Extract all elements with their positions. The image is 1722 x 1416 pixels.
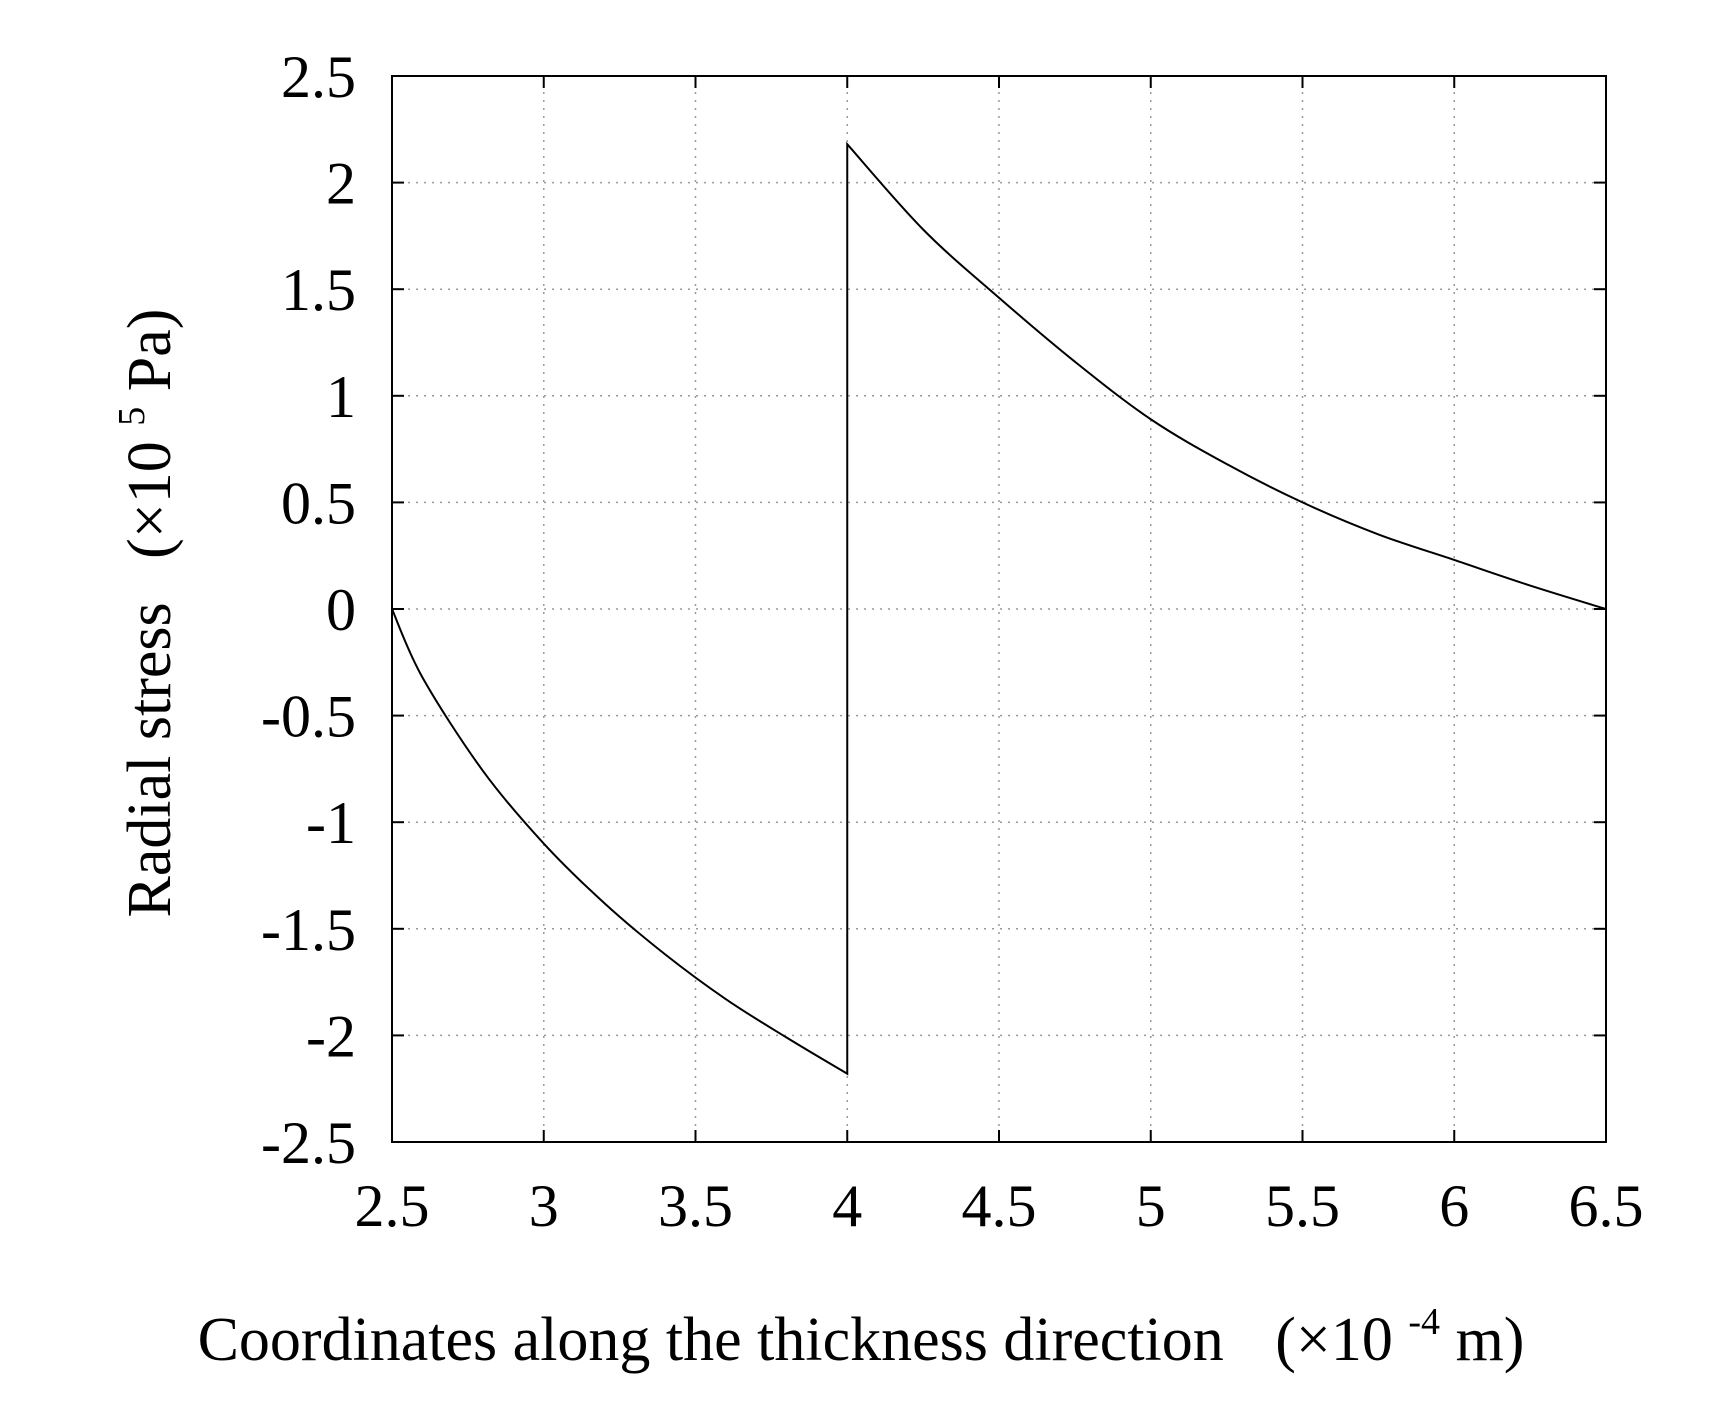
x-tick-label: 3.5 xyxy=(658,1173,733,1239)
y-axis-unit-prefix: (×10 xyxy=(116,441,184,559)
x-tick-label: 6.5 xyxy=(1569,1173,1644,1239)
x-tick-label: 4.5 xyxy=(962,1173,1037,1239)
x-axis-title-text: Coordinates along the thickness directio… xyxy=(198,1306,1224,1374)
grid-layer xyxy=(392,76,1606,1142)
x-tick-label: 5.5 xyxy=(1265,1173,1340,1239)
x-tick-label: 6 xyxy=(1439,1173,1469,1239)
y-tick-label: 0.5 xyxy=(281,470,356,536)
x-axis-unit-prefix: (×10 xyxy=(1275,1306,1393,1374)
y-tick-label: 1.5 xyxy=(281,257,356,323)
x-tick-label: 4 xyxy=(832,1173,862,1239)
x-axis-unit-exponent: -4 xyxy=(1408,1301,1440,1343)
y-axis-unit-exponent: 5 xyxy=(111,407,153,426)
y-tick-label: -2.5 xyxy=(261,1110,356,1176)
y-axis-title: Radial stress (×10 5 Pa) xyxy=(90,309,184,918)
x-tick-label: 5 xyxy=(1136,1173,1166,1239)
series-layer xyxy=(391,141,1607,1076)
y-axis-unit-suffix: Pa) xyxy=(116,309,184,392)
series-line-radial-stress xyxy=(391,141,1607,1076)
y-axis-title-text: Radial stress xyxy=(116,602,184,917)
y-tick-label: -1 xyxy=(306,790,356,856)
x-tick-label: 2.5 xyxy=(355,1173,430,1239)
plot-frame xyxy=(391,75,1607,1143)
y-tick-label: 0 xyxy=(326,577,356,643)
y-tick-label: -0.5 xyxy=(261,684,356,750)
y-tick-label: -2 xyxy=(306,1003,356,1069)
x-axis-unit-suffix: m) xyxy=(1456,1306,1525,1374)
x-axis-title: Coordinates along the thickness directio… xyxy=(198,1280,1525,1374)
x-tick-label: 3 xyxy=(529,1173,559,1239)
y-tick-label: 1 xyxy=(326,364,356,430)
tick-layer: 2.5 3 3.5 4 4.5 5 5.5 6 6.5 2.5 2 1.5 1 0.5 0 -0.5 -1 -1.… xyxy=(261,44,1643,1239)
y-tick-label: -1.5 xyxy=(261,897,356,963)
y-tick-label: 2 xyxy=(326,151,356,217)
y-tick-label: 2.5 xyxy=(281,44,356,110)
